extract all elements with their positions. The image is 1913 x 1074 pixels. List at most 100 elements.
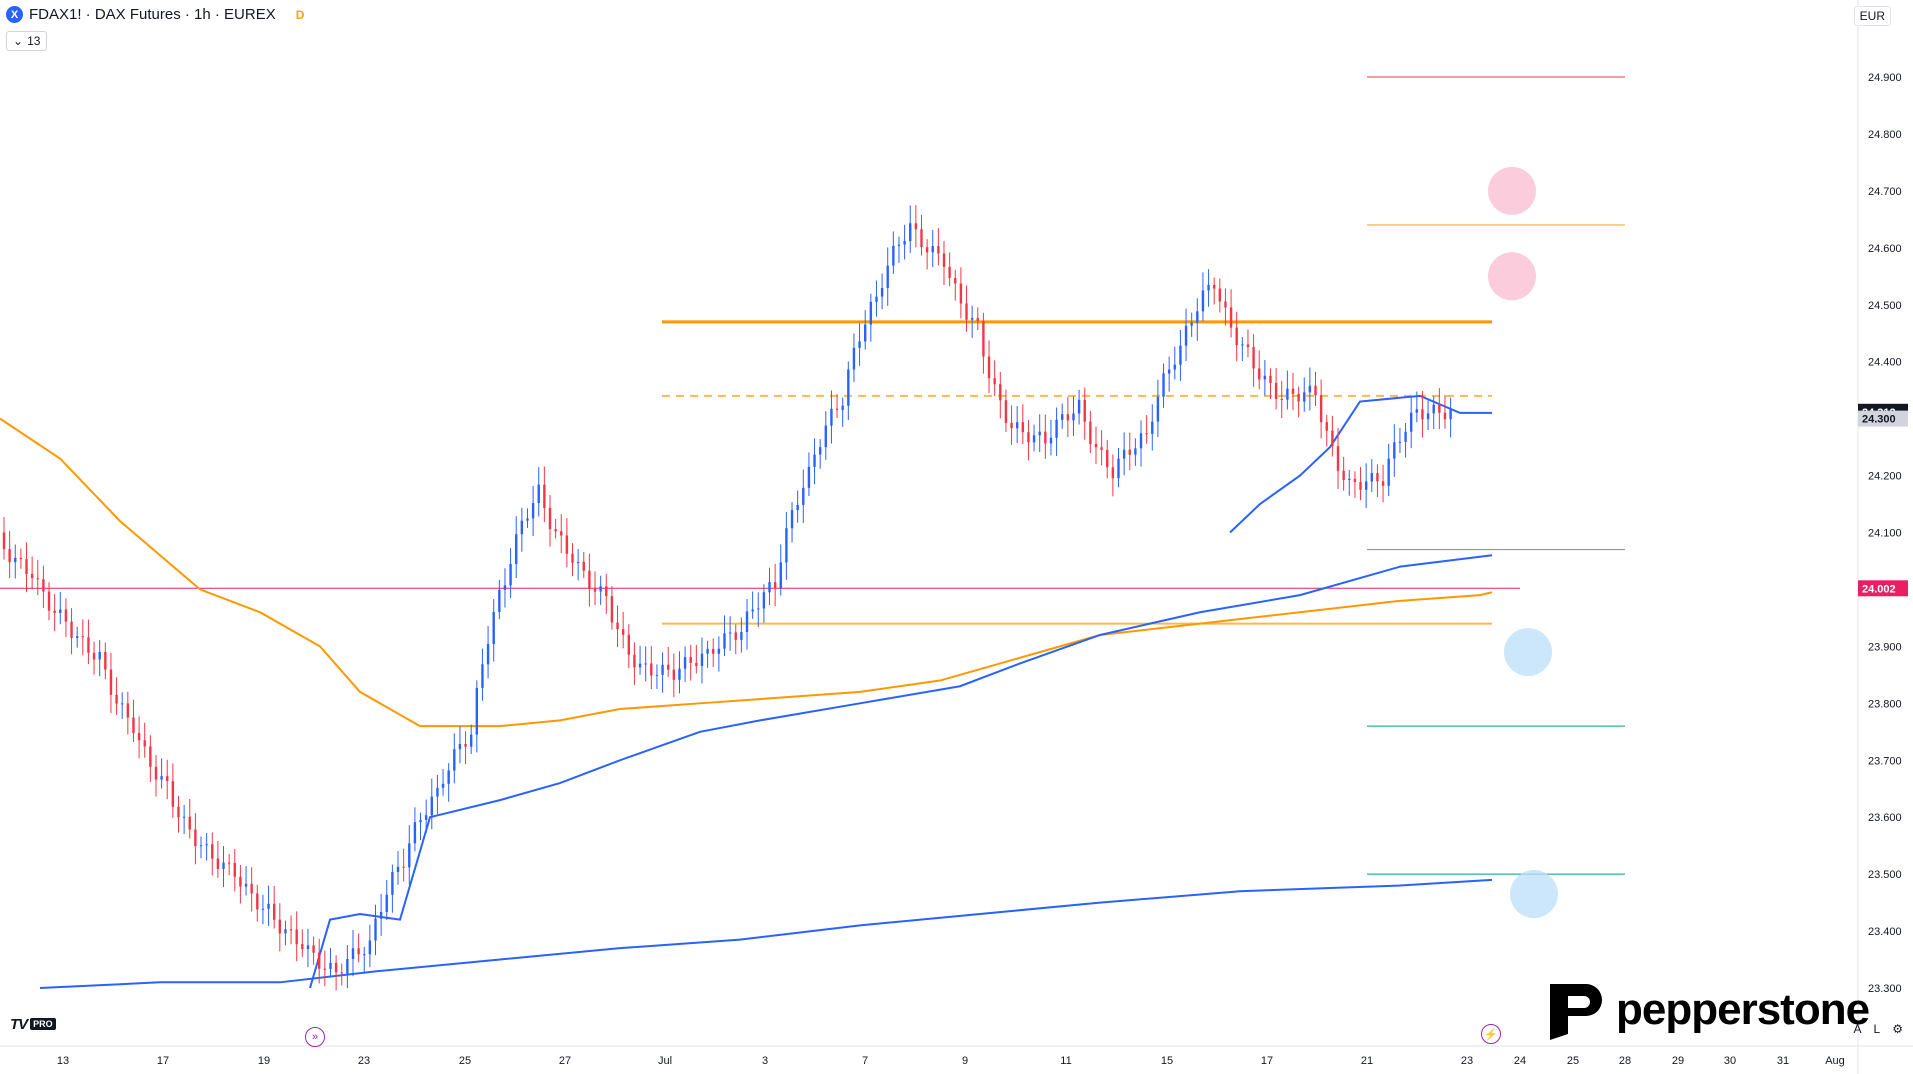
candle-body <box>25 559 28 575</box>
candle-body <box>357 948 360 955</box>
candle-body <box>1426 413 1430 420</box>
candle-body <box>1404 431 1407 442</box>
candle-body <box>329 962 332 970</box>
settings-icon[interactable]: ⚙ <box>1892 1022 1903 1036</box>
tradingview-logo[interactable]: TV PRO <box>10 1016 56 1033</box>
candle-body <box>182 816 186 818</box>
candle-body <box>36 578 39 580</box>
candle-body <box>582 561 585 571</box>
time-tick-label: 28 <box>1619 1055 1631 1067</box>
candle-body <box>824 425 828 448</box>
candle-body <box>53 610 56 613</box>
candle-body <box>1055 419 1058 438</box>
candle-body <box>627 634 630 655</box>
ma-blue-short-line <box>1229 394 1492 534</box>
data-badge[interactable]: D <box>295 7 305 22</box>
price-tick-label: 23.300 <box>1868 983 1902 995</box>
candle-body <box>1274 382 1278 400</box>
candle-body <box>81 636 85 638</box>
candle-body <box>1398 441 1402 443</box>
candle-body <box>160 776 163 780</box>
flash-icon[interactable]: ⚡ <box>1481 1024 1501 1044</box>
price-tick-label: 23.700 <box>1868 755 1902 767</box>
time-tick-label: 30 <box>1724 1055 1736 1067</box>
indicators-toggle[interactable]: ⌄ 13 <box>6 31 48 51</box>
candle-body <box>177 806 180 818</box>
candle-body <box>1184 325 1188 346</box>
candle-body <box>970 318 974 320</box>
candle-body <box>1387 458 1390 486</box>
log-scale-button[interactable]: L <box>1873 1022 1881 1036</box>
candle-body <box>75 636 79 638</box>
candle-body <box>132 717 135 734</box>
candle-body <box>1409 412 1413 432</box>
candle-body <box>757 608 760 610</box>
candle-body <box>762 592 766 609</box>
candle-body <box>64 609 68 622</box>
candle-body <box>1134 448 1137 455</box>
candle-body <box>458 744 462 750</box>
candle-body <box>1156 396 1160 422</box>
time-tick-label: 23 <box>358 1055 370 1067</box>
candle-body <box>216 858 220 869</box>
auto-scale-button[interactable]: A <box>1853 1022 1862 1036</box>
candle-body <box>1201 290 1205 312</box>
candle-body <box>261 908 265 910</box>
candle-body <box>571 553 574 563</box>
candle-body <box>655 674 659 676</box>
candle-body <box>987 356 991 379</box>
candle-body <box>109 669 113 695</box>
candle-body <box>351 948 355 960</box>
candle-body <box>1072 413 1075 421</box>
target-zone-circle <box>1488 252 1536 301</box>
target-zone-circle <box>1504 628 1552 677</box>
candle-body <box>1162 373 1165 397</box>
candle-body <box>959 283 963 304</box>
symbol-header[interactable]: X FDAX1! · DAX Futures · 1h · EUREX D <box>6 6 304 23</box>
candle-body <box>706 648 709 654</box>
candle-body <box>1241 344 1244 346</box>
time-tick-label: 9 <box>962 1055 968 1067</box>
candle-body <box>1342 470 1345 480</box>
symbol-title[interactable]: FDAX1! · DAX Futures · 1h · EUREX <box>29 6 276 23</box>
candle-body <box>1027 432 1030 443</box>
goto-realtime-icon[interactable]: » <box>305 1027 325 1047</box>
candle-body <box>1077 399 1081 414</box>
time-tick-label: 17 <box>1261 1055 1273 1067</box>
candle-body <box>340 972 343 974</box>
time-tick-label: 7 <box>862 1055 868 1067</box>
candle-body <box>903 241 906 245</box>
candle-body <box>374 918 377 941</box>
candle-body <box>734 632 737 640</box>
ma-blue-mid-line <box>309 554 1493 989</box>
candle-body <box>503 585 507 590</box>
candle-body <box>295 929 298 945</box>
candle-body <box>520 520 524 535</box>
candle-body <box>1151 421 1154 434</box>
price-tick-label: 24.200 <box>1868 471 1902 483</box>
candle-body <box>515 534 518 564</box>
currency-selector[interactable]: EUR <box>1853 6 1891 26</box>
candle-body <box>818 447 822 455</box>
candle-body <box>1004 400 1008 423</box>
time-tick-label: 25 <box>1567 1055 1579 1067</box>
candle-body <box>593 588 597 592</box>
candle-body <box>2 532 6 550</box>
price-tick-label: 24.400 <box>1868 357 1902 369</box>
time-tick-label: 11 <box>1060 1055 1071 1067</box>
candle-body <box>391 871 394 895</box>
candle-body <box>87 637 90 653</box>
candle-body <box>751 609 754 612</box>
time-tick-label: 15 <box>1161 1055 1173 1067</box>
candle-body <box>599 586 602 592</box>
candle-body <box>1381 481 1385 486</box>
candle-body <box>492 611 495 645</box>
candle-body <box>892 245 895 266</box>
marker-price-label: 24.002 <box>1862 583 1896 595</box>
candle-body <box>464 744 467 747</box>
candle-body <box>98 651 101 660</box>
candle-body <box>256 893 259 910</box>
candle-body <box>509 563 512 586</box>
